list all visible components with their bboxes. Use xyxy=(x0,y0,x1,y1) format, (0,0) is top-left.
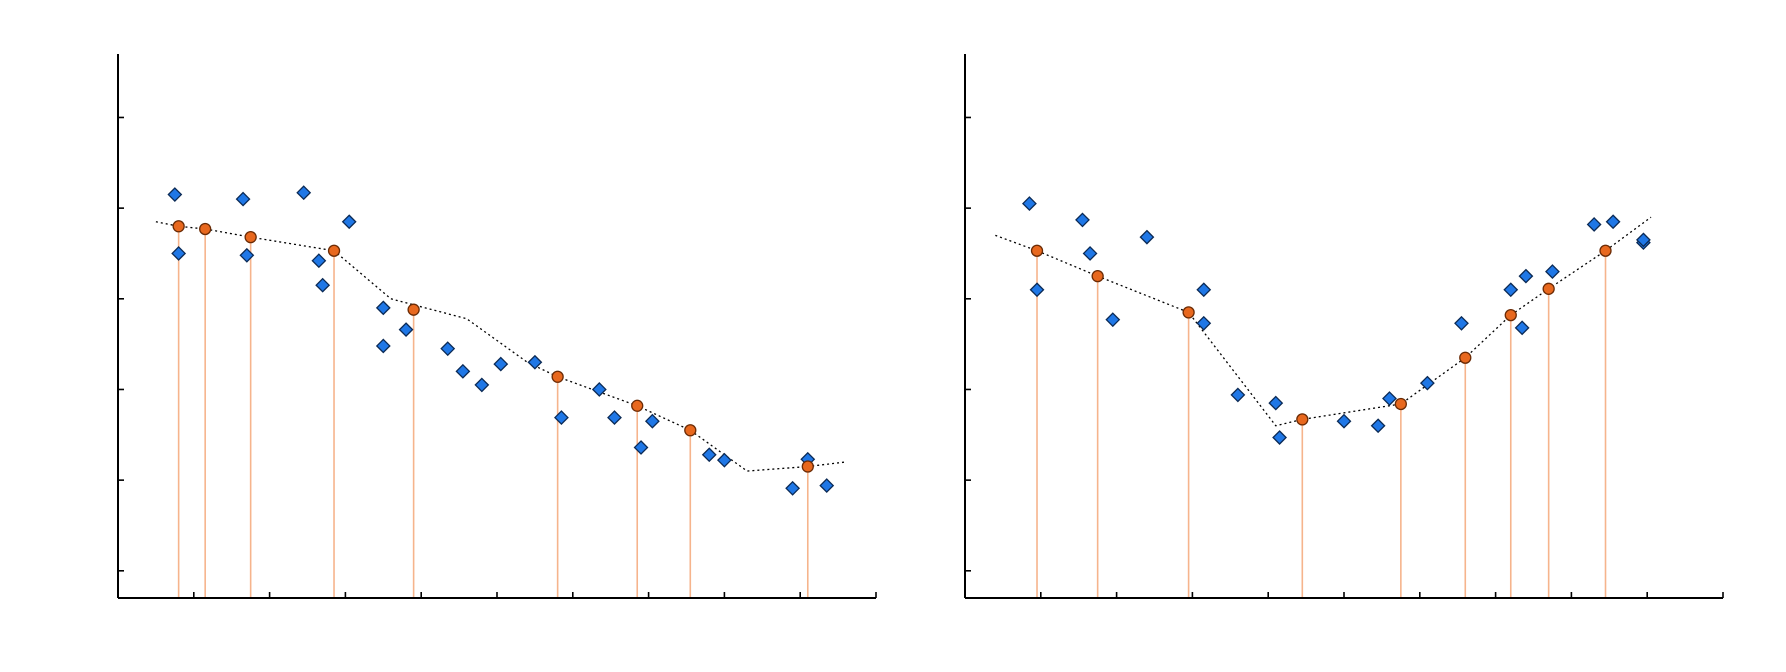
observed-point xyxy=(1586,217,1602,232)
observed-point xyxy=(527,354,543,370)
sampled-point xyxy=(631,399,644,412)
panel-1 xyxy=(117,54,877,599)
observed-point xyxy=(235,191,251,207)
observed-point xyxy=(1370,418,1386,434)
observed-point xyxy=(1272,430,1287,445)
sampled-point xyxy=(1091,269,1104,283)
observed-point xyxy=(716,452,732,468)
observed-point xyxy=(1514,320,1530,336)
observed-point xyxy=(1605,214,1621,230)
observed-point xyxy=(311,253,327,269)
sampled-point xyxy=(1030,244,1044,257)
observed-point xyxy=(554,410,569,425)
panel-2 xyxy=(964,54,1724,599)
observed-point xyxy=(607,410,622,425)
sampled-point xyxy=(407,303,420,316)
observed-point xyxy=(375,300,391,316)
sampled-point xyxy=(1182,306,1195,319)
observed-point xyxy=(341,214,357,230)
observed-point xyxy=(1075,212,1090,228)
observed-point xyxy=(1419,375,1435,391)
sampled-point xyxy=(199,222,212,236)
observed-point xyxy=(171,246,187,261)
observed-point xyxy=(1196,315,1212,331)
observed-point xyxy=(785,480,801,496)
observed-point xyxy=(701,447,717,463)
sampled-point xyxy=(551,370,564,383)
observed-point xyxy=(1454,315,1469,331)
sampled-point xyxy=(1599,244,1612,257)
sampled-point xyxy=(801,460,814,473)
sampled-point xyxy=(684,424,697,437)
observed-point xyxy=(493,356,509,372)
observed-point xyxy=(239,247,255,263)
sampled-point xyxy=(327,244,341,257)
observed-point xyxy=(1105,312,1121,328)
observed-point xyxy=(1503,282,1519,298)
observed-point xyxy=(1545,264,1560,280)
observed-point xyxy=(591,382,607,397)
observed-point xyxy=(440,341,456,357)
fit-line xyxy=(155,221,846,472)
sampled-point xyxy=(1542,282,1555,295)
observed-point xyxy=(375,338,391,354)
sampled-point xyxy=(1504,308,1517,322)
sampled-point xyxy=(1296,413,1309,426)
observed-point xyxy=(1382,391,1397,406)
sampled-point xyxy=(1459,351,1472,364)
observed-point xyxy=(1336,413,1352,429)
observed-point xyxy=(398,322,414,338)
observed-point xyxy=(474,377,490,393)
observed-point xyxy=(633,440,649,455)
observed-point xyxy=(296,185,312,201)
fit-line xyxy=(995,216,1652,427)
observed-point xyxy=(1029,282,1045,298)
sampled-point xyxy=(1394,397,1407,411)
observed-point xyxy=(1196,282,1212,298)
observed-point xyxy=(1139,229,1155,245)
observed-point xyxy=(1022,196,1037,212)
observed-point xyxy=(1268,395,1284,411)
observed-point xyxy=(1635,232,1651,248)
observed-point xyxy=(819,478,835,493)
observed-point xyxy=(1230,387,1246,403)
observed-point xyxy=(455,363,471,379)
observed-point xyxy=(167,187,183,202)
observed-point xyxy=(1082,246,1098,261)
sampled-point xyxy=(172,220,185,233)
sampled-point xyxy=(244,230,257,244)
observed-point xyxy=(1518,268,1534,284)
observed-point xyxy=(644,413,660,429)
observed-point xyxy=(315,277,331,293)
